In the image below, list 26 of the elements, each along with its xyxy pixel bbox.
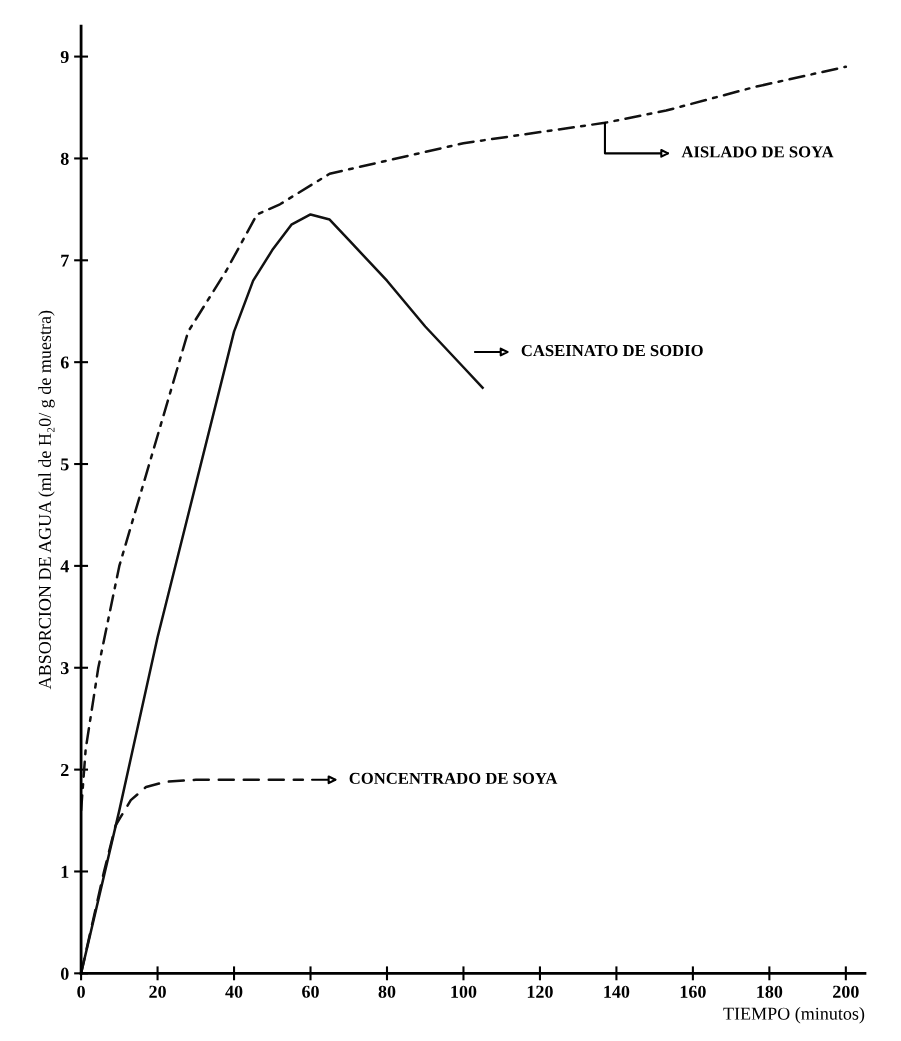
text: AISLADO DE SOYA — [681, 146, 834, 158]
x-tick-label: 80 — [378, 985, 396, 998]
y-tick-label: 8 — [60, 152, 69, 165]
x-tick-label: 160 — [680, 985, 706, 998]
text: CASEINATO DE SODIO — [521, 344, 703, 357]
text: CONCENTRADO DE SOYA — [349, 772, 558, 784]
y-tick-label: 1 — [61, 865, 69, 878]
x-tick-label: 40 — [225, 985, 243, 998]
x-tick-label: 120 — [527, 985, 553, 998]
y-tick-label: 4 — [60, 560, 69, 573]
y-tick-label: 0 — [60, 967, 69, 980]
y-tick-label: 3 — [60, 662, 69, 675]
y-tick-label: 5 — [60, 458, 69, 471]
x-tick-label: 0 — [77, 985, 85, 998]
y-tick-label: 9 — [60, 50, 69, 64]
x-tick-label: 60 — [302, 985, 319, 998]
x-tick-label: 180 — [757, 985, 783, 998]
y-tick-label: 2 — [61, 763, 69, 776]
x-tick-label: 140 — [604, 985, 630, 998]
y-axis-title: ABSORCION DE AGUA (ml de H₂0/ g de muestra) — [38, 310, 55, 690]
x-axis-title: TIEMPO (minutos) — [723, 1007, 865, 1024]
y-tick-label: 7 — [61, 254, 69, 267]
x-tick-label: 200 — [833, 985, 859, 998]
x-tick-label: 100 — [451, 985, 477, 998]
x-tick-label: 20 — [149, 985, 166, 998]
y-tick-label: 6 — [60, 356, 69, 369]
